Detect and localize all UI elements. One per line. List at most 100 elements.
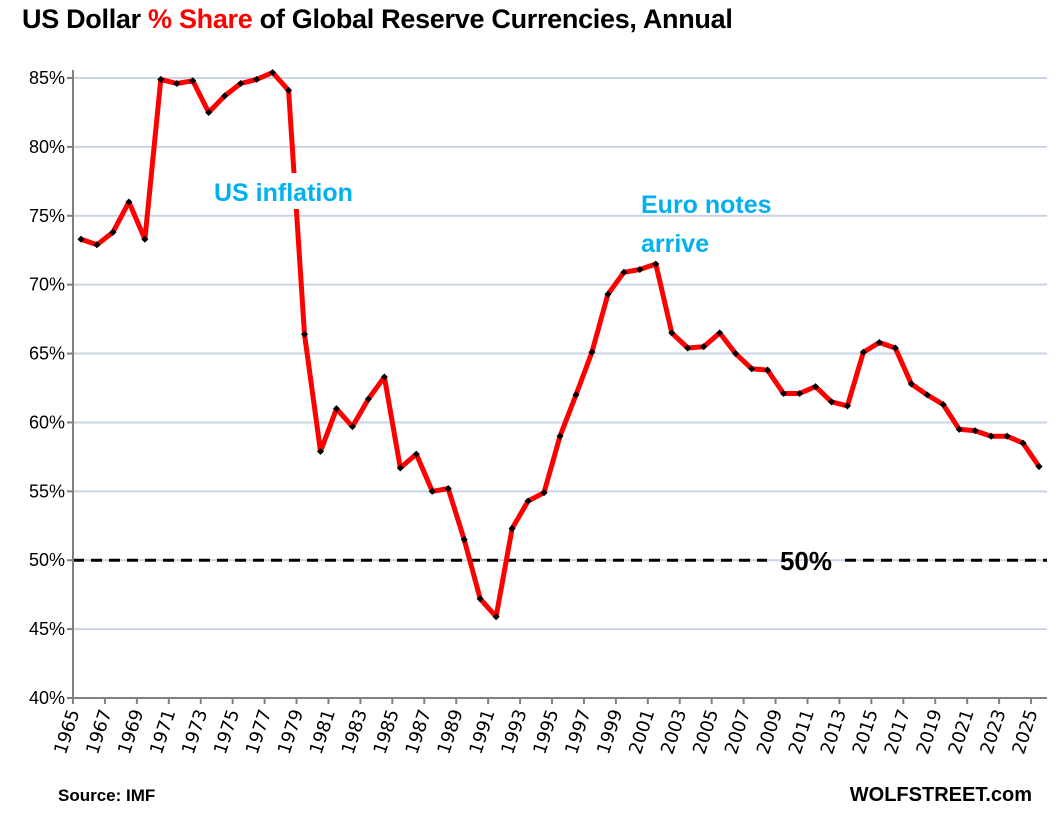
data-point-1978 [285,86,293,94]
x-tick-label: 1971 [146,707,180,757]
y-tick-label: 55% [29,481,65,501]
x-tick-label: 1979 [274,707,308,757]
data-point-1972 [189,77,197,85]
x-tick-label: 2007 [721,707,755,757]
y-tick-label: 85% [29,68,65,88]
data-point-2011 [811,383,820,391]
x-tick-label: 1967 [82,707,116,757]
x-tick-label: 2015 [849,707,883,757]
data-point-1991 [492,613,500,621]
data-point-2002 [668,329,676,337]
data-point-1996 [572,391,580,399]
x-tick-label: 1983 [338,707,372,757]
data-point-1990 [476,595,484,603]
data-point-1994 [540,489,548,497]
x-tick-label: 2025 [1008,707,1042,757]
title-part1: US Dollar [22,4,149,34]
data-point-2000 [636,265,644,274]
x-tick-label: 1991 [465,707,499,757]
brand-label: WOLFSTREET.com [849,784,1032,806]
data-point-2016 [891,344,899,352]
x-tick-label: 1965 [50,707,84,757]
x-tick-label: 1993 [497,707,531,757]
x-tick-label: 1997 [561,707,595,757]
data-point-1968 [125,198,133,206]
x-tick-label: 2023 [976,707,1010,757]
y-tick-label: 80% [29,137,65,157]
x-tick-label: 1977 [242,707,276,757]
x-tick-label: 2009 [753,707,787,757]
data-point-1983 [364,395,372,403]
source-note: Source: IMF [58,786,156,805]
data-point-2023 [1003,432,1011,440]
data-point-1987 [428,487,436,495]
data-point-2003 [684,344,692,352]
data-point-1976 [253,75,261,83]
data-point-2007 [748,365,756,373]
y-tick-label: 75% [29,206,65,226]
data-point-1984 [380,373,388,381]
x-tick-label: 2005 [689,707,723,757]
x-tick-label: 1999 [593,707,627,757]
gridlines [67,77,1047,699]
y-tick-label: 60% [29,412,65,432]
y-tick-label: 40% [29,688,65,708]
data-point-1974 [221,92,229,100]
data-point-1988 [444,485,452,493]
data-point-2018 [923,391,931,399]
data-point-1975 [237,79,245,88]
data-point-1982 [348,423,356,431]
data-point-1973 [205,108,213,116]
data-point-2006 [732,350,740,358]
data-point-2022 [987,432,995,440]
data-point-2001 [652,260,660,268]
reference-line-group: 50% [73,546,1047,576]
data-point-1966 [93,241,101,249]
axes [72,70,1047,704]
x-tick-label: 1981 [306,707,340,757]
data-point-2012 [827,398,835,406]
y-tick-label: 45% [29,619,65,639]
data-point-1981 [332,405,340,413]
x-tick-label: 2011 [785,707,819,757]
annotation-us-inflation: US inflation [214,179,353,207]
x-tick-label: 1969 [114,707,148,757]
chart-title: US Dollar % Share of Global Reserve Curr… [22,4,733,35]
data-point-1977 [269,68,277,77]
data-point-1999 [620,268,628,276]
x-tick-label: 1995 [529,707,563,757]
data-point-1967 [109,228,117,236]
data-point-2005 [716,329,724,337]
x-tick-label: 1989 [434,707,468,757]
data-point-2015 [875,338,883,347]
data-point-2013 [843,402,851,410]
data-point-1965 [77,235,85,243]
annotations: US inflation Euro notes arrive [210,173,772,258]
data-point-1969 [141,235,149,243]
data-point-1980 [316,447,325,455]
reference-line-label: 50% [780,546,832,576]
y-tick-label: 65% [29,344,65,364]
data-point-2019 [939,400,947,409]
y-tick-label: 70% [29,275,65,295]
x-tick-label: 1973 [178,707,212,757]
data-point-1997 [588,348,596,356]
annotation-us-inflation-bg [210,173,382,209]
data-point-2014 [859,348,867,356]
data-point-1993 [524,497,532,505]
x-tick-label: 2003 [657,707,691,757]
data-point-2010 [795,389,804,398]
x-tick-label: 2001 [625,707,659,757]
data-point-2017 [907,380,915,388]
data-point-1986 [412,450,420,458]
annotation-euro-line2: arrive [641,230,709,258]
data-point-1979 [300,330,309,338]
x-tick-label: 1987 [402,707,436,757]
data-point-2008 [764,366,772,374]
data-point-2009 [780,389,788,398]
x-tick-label: 2017 [881,707,915,757]
y-tick-labels: 40% 45% 50% 55% 60% 65% 70% 75% 80% 85% [29,68,65,708]
series-line-group [77,68,1043,621]
x-tick-label: 1985 [370,707,404,757]
